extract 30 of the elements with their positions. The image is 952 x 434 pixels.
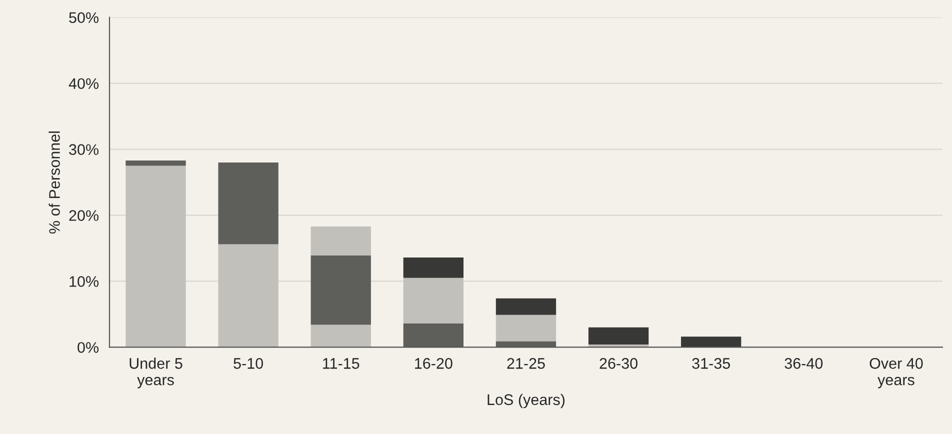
bar [310, 256, 371, 325]
y-tick-label: 50% [69, 12, 99, 24]
x-tick-label: 5-10 [234, 358, 264, 369]
x-tick-label: 11-15 [323, 358, 360, 369]
y-tick-label: 40% [68, 78, 99, 90]
bar [496, 314, 556, 342]
bar [403, 278, 464, 324]
y-tick-label: 30% [69, 144, 99, 155]
x-tick-label: Under 5 years [130, 358, 182, 388]
bar [403, 257, 464, 278]
y-axis-title: % of Personnel [48, 131, 60, 234]
bar [310, 324, 371, 348]
bar [588, 327, 649, 345]
x-tick-label: 36-40 [784, 358, 823, 369]
bar [126, 160, 186, 166]
x-axis-title: LoS (years) [488, 394, 565, 408]
x-tick-label: 31-35 [692, 358, 730, 369]
x-tick-label: 26-30 [600, 358, 638, 369]
x-tick-label: 21-25 [507, 358, 545, 369]
bar [126, 166, 186, 348]
y-tick-label: 20% [69, 210, 99, 221]
bar [218, 162, 278, 244]
y-tick-label: 10% [70, 276, 99, 287]
bar [310, 226, 371, 256]
x-tick-label: Over 40 years [870, 358, 923, 388]
bar [496, 298, 556, 315]
y-tick-label: 0% [78, 342, 99, 353]
bar [218, 244, 278, 348]
x-tick-label: 16-20 [415, 358, 452, 369]
bar [681, 336, 742, 348]
